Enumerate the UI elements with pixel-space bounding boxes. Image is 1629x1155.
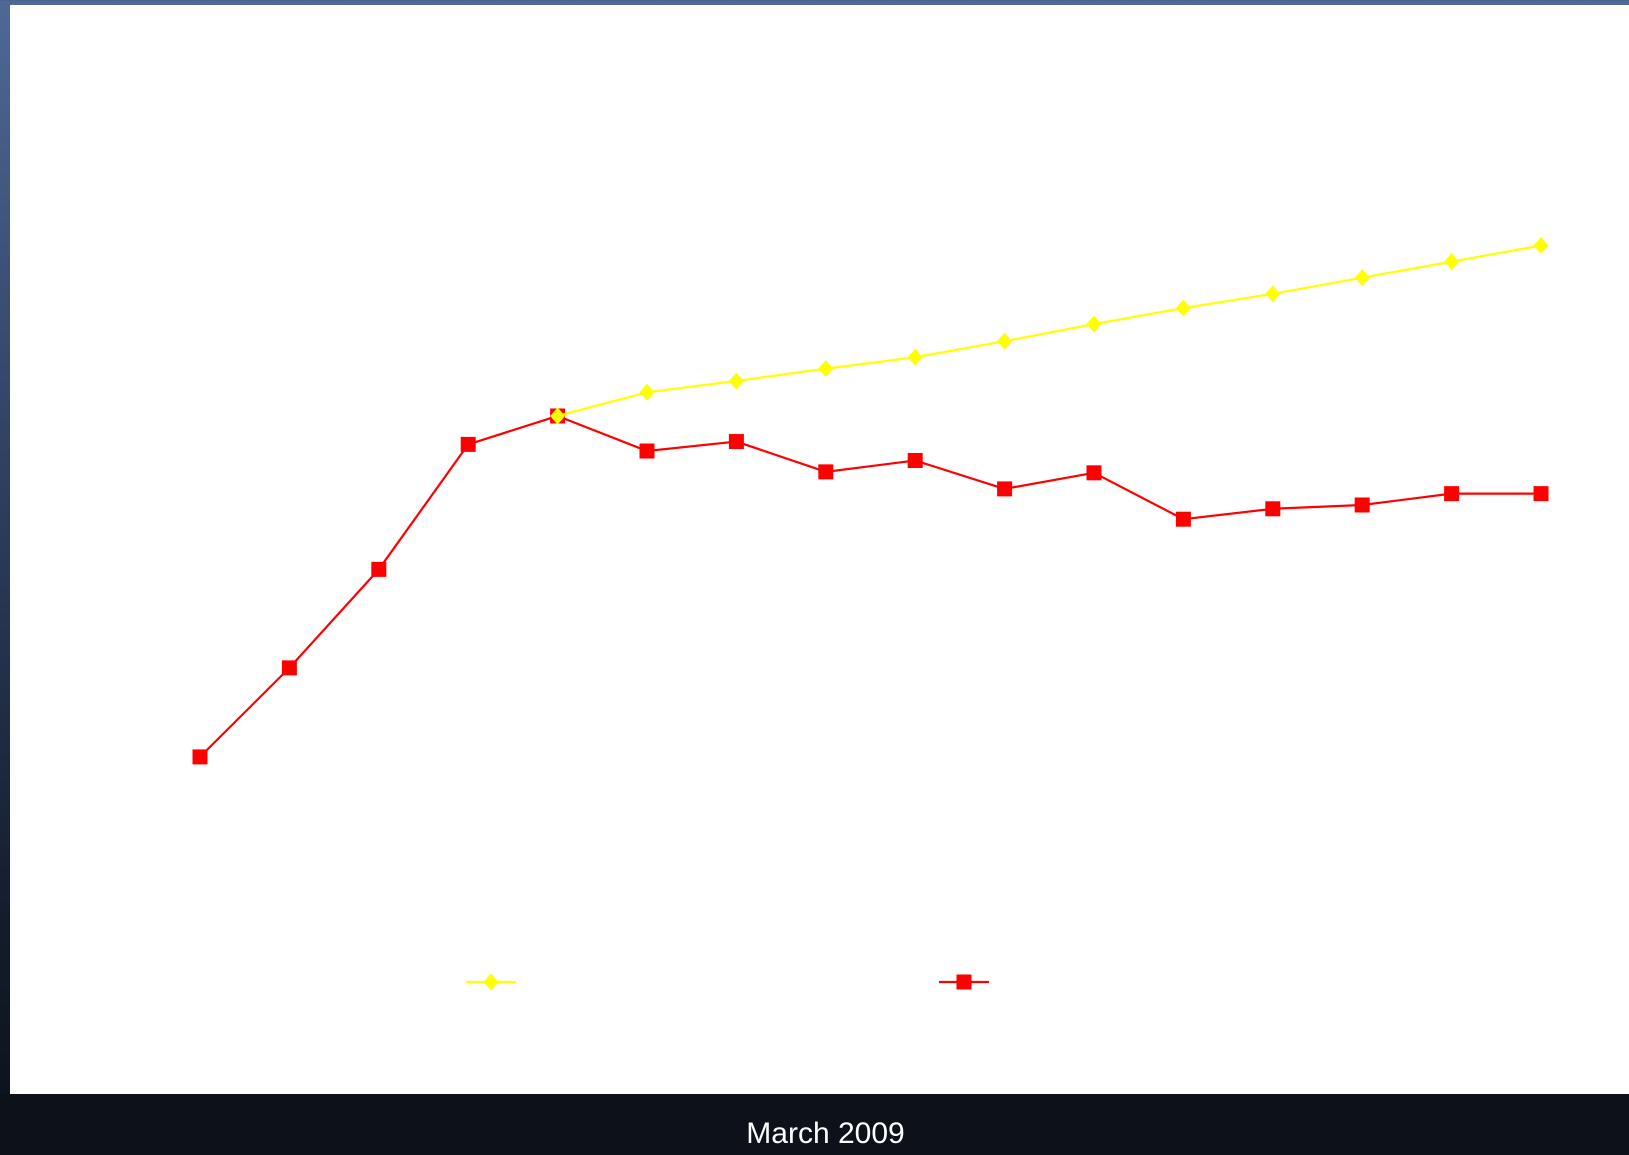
data-point-s1-10 xyxy=(1354,269,1370,287)
legend-marker-1 xyxy=(483,973,499,991)
series-line-2 xyxy=(199,414,1541,758)
data-point-s2-4 xyxy=(460,436,476,452)
data-point-s1-3 xyxy=(728,372,744,390)
data-point-s1-4 xyxy=(818,360,834,378)
data-point-s2-9 xyxy=(907,452,923,468)
data-point-s1-11 xyxy=(1444,253,1460,271)
data-point-s2-16 xyxy=(1533,486,1549,502)
series-line-1 xyxy=(557,244,1542,418)
data-point-s1-7 xyxy=(1086,315,1102,333)
line-chart xyxy=(192,237,1549,991)
chart-panel xyxy=(10,5,1629,1094)
data-point-s2-10 xyxy=(997,481,1013,497)
legend-marker-2 xyxy=(956,974,972,990)
footer-bar xyxy=(0,1094,1629,1155)
data-point-s1-6 xyxy=(997,332,1013,350)
data-point-s2-15 xyxy=(1444,486,1460,502)
data-point-s2-8 xyxy=(818,464,834,480)
footer-date: March 2009 xyxy=(746,1117,905,1150)
data-point-s2-12 xyxy=(1175,511,1191,527)
data-point-s2-14 xyxy=(1354,497,1370,513)
data-point-s1-8 xyxy=(1175,299,1191,317)
data-point-s2-6 xyxy=(639,443,655,459)
data-point-s2-7 xyxy=(728,434,744,450)
data-point-s2-11 xyxy=(1086,465,1102,481)
data-point-s2-3 xyxy=(371,561,387,577)
data-point-s2-2 xyxy=(281,660,297,676)
data-point-s1-2 xyxy=(639,383,655,401)
data-point-s1-9 xyxy=(1265,285,1281,303)
data-point-s2-1 xyxy=(192,749,208,765)
data-point-s1-1 xyxy=(550,407,566,425)
data-point-s1-5 xyxy=(907,348,923,366)
data-point-s2-13 xyxy=(1265,501,1281,517)
data-point-s1-12 xyxy=(1533,237,1549,255)
